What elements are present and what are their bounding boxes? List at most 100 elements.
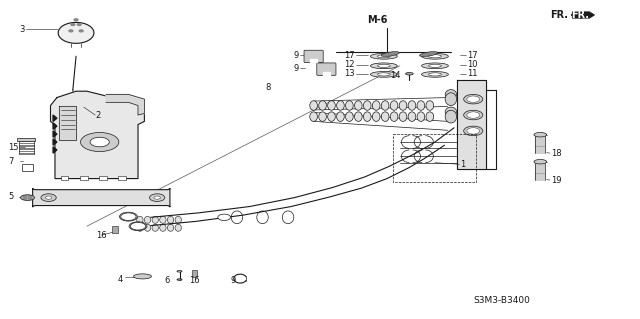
Circle shape [69, 30, 73, 32]
Circle shape [218, 214, 230, 220]
Polygon shape [60, 106, 76, 140]
Circle shape [77, 24, 81, 26]
Circle shape [129, 222, 147, 231]
Ellipse shape [445, 93, 457, 106]
FancyBboxPatch shape [304, 50, 323, 63]
Ellipse shape [310, 101, 317, 110]
Ellipse shape [328, 101, 335, 110]
Bar [61, 176, 68, 180]
Circle shape [467, 112, 479, 118]
Circle shape [131, 222, 146, 230]
Bar [80, 176, 88, 180]
Ellipse shape [337, 112, 344, 122]
Ellipse shape [426, 101, 434, 110]
Text: 6: 6 [164, 276, 170, 285]
Bar [394, 134, 476, 182]
Text: 9: 9 [294, 51, 299, 60]
Ellipse shape [378, 55, 390, 58]
Ellipse shape [429, 55, 442, 58]
Ellipse shape [381, 101, 389, 110]
Ellipse shape [364, 112, 371, 122]
Text: 12: 12 [344, 60, 355, 69]
Circle shape [71, 24, 75, 26]
Ellipse shape [337, 101, 344, 110]
Ellipse shape [534, 160, 547, 164]
Text: 18: 18 [551, 149, 562, 158]
Ellipse shape [417, 101, 425, 110]
Text: 8: 8 [266, 83, 271, 92]
Ellipse shape [371, 53, 397, 59]
Polygon shape [53, 115, 57, 122]
Ellipse shape [346, 101, 353, 110]
Ellipse shape [378, 64, 390, 67]
Ellipse shape [372, 101, 380, 110]
Circle shape [45, 196, 52, 199]
Text: 17: 17 [344, 51, 355, 60]
Ellipse shape [175, 216, 181, 223]
Text: 11: 11 [467, 69, 477, 78]
Ellipse shape [319, 112, 326, 122]
Text: 15: 15 [8, 143, 19, 152]
Text: 2: 2 [95, 111, 100, 120]
Ellipse shape [137, 224, 143, 231]
Ellipse shape [381, 52, 399, 56]
Polygon shape [53, 139, 57, 145]
Ellipse shape [364, 101, 371, 110]
Ellipse shape [175, 224, 181, 231]
Ellipse shape [445, 107, 457, 117]
Polygon shape [53, 147, 57, 153]
Text: 14: 14 [390, 71, 401, 80]
Circle shape [90, 137, 109, 147]
Ellipse shape [20, 195, 35, 200]
Text: 13: 13 [344, 69, 355, 78]
Text: 19: 19 [551, 176, 562, 185]
Ellipse shape [429, 73, 442, 76]
Ellipse shape [346, 112, 353, 122]
Text: 4: 4 [118, 275, 124, 284]
Ellipse shape [177, 271, 182, 272]
Ellipse shape [381, 112, 389, 122]
Ellipse shape [406, 72, 413, 75]
Ellipse shape [177, 279, 182, 280]
Ellipse shape [422, 53, 449, 59]
Ellipse shape [445, 90, 457, 99]
Text: 17: 17 [467, 51, 477, 60]
Bar [113, 226, 118, 233]
Text: 10: 10 [467, 60, 477, 69]
FancyBboxPatch shape [317, 63, 336, 75]
Ellipse shape [534, 132, 547, 137]
Ellipse shape [417, 112, 425, 122]
Text: 5: 5 [8, 191, 13, 201]
Ellipse shape [408, 112, 416, 122]
Bar [192, 270, 197, 277]
Polygon shape [58, 22, 94, 43]
Text: 3: 3 [20, 25, 25, 34]
Circle shape [120, 212, 138, 221]
Ellipse shape [310, 112, 317, 122]
Ellipse shape [426, 112, 434, 122]
Bar [17, 138, 35, 141]
Ellipse shape [152, 216, 159, 223]
Ellipse shape [378, 73, 390, 76]
Ellipse shape [419, 52, 438, 56]
Text: 16: 16 [97, 231, 107, 240]
Ellipse shape [464, 126, 483, 136]
Polygon shape [53, 131, 57, 137]
Ellipse shape [152, 224, 159, 231]
Polygon shape [53, 123, 57, 129]
Circle shape [467, 128, 479, 134]
Ellipse shape [371, 71, 397, 77]
Ellipse shape [160, 216, 166, 223]
Text: M-6: M-6 [367, 15, 388, 25]
Ellipse shape [160, 224, 166, 231]
Ellipse shape [168, 216, 173, 223]
Text: 7: 7 [8, 157, 13, 166]
Ellipse shape [408, 101, 416, 110]
FancyBboxPatch shape [33, 188, 170, 207]
Ellipse shape [422, 63, 449, 69]
Text: 9: 9 [294, 63, 299, 72]
Ellipse shape [445, 110, 457, 123]
Polygon shape [323, 71, 330, 75]
Ellipse shape [372, 112, 380, 122]
Ellipse shape [134, 274, 152, 279]
